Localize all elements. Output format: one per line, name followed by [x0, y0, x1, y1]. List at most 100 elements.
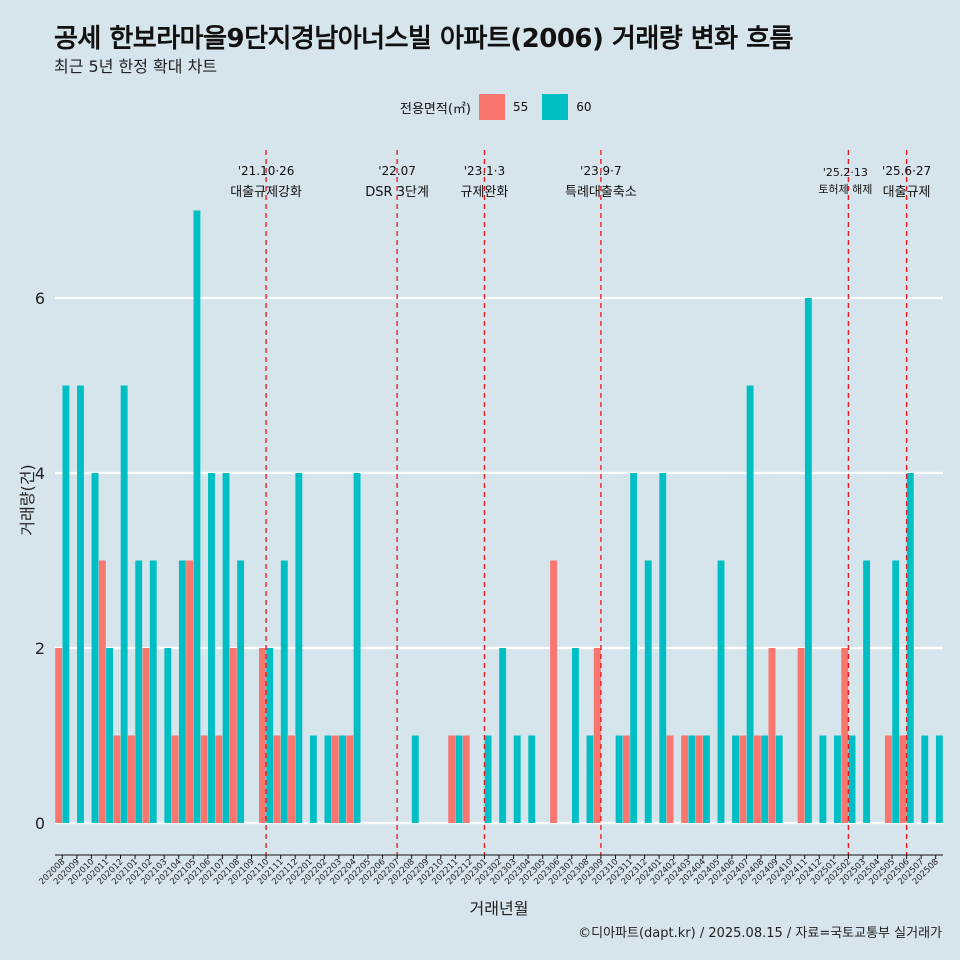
legend-title: 전용면적(㎡)	[400, 101, 471, 117]
bar-60-202108	[237, 560, 245, 823]
event-date-202506: '25.6·27	[882, 164, 931, 178]
bar-60-202302	[499, 648, 507, 823]
bar-55-202008	[55, 648, 63, 823]
bar-60-202412	[819, 735, 827, 823]
bars	[55, 210, 943, 823]
bar-60-202407	[746, 385, 754, 823]
bar-60-202101	[135, 560, 143, 823]
bar-55-202506	[899, 735, 907, 823]
bar-60-202211	[455, 735, 463, 823]
bar-55-202306	[550, 560, 558, 823]
legend-label-60: 60	[576, 100, 592, 114]
bar-55-202106	[200, 735, 208, 823]
legend-swatch-55	[478, 94, 505, 120]
bar-55-202105	[186, 560, 194, 823]
event-date-202110: '21.10·26	[238, 164, 295, 178]
bar-55-202408	[753, 735, 761, 823]
bar-60-202107	[222, 473, 230, 823]
bar-60-202301	[484, 735, 492, 823]
legend-swatch-60	[542, 94, 569, 120]
bar-60-202303	[513, 735, 521, 823]
bar-60-202401	[659, 473, 667, 823]
bar-60-202403	[688, 735, 696, 823]
event-lines	[265, 150, 908, 855]
bar-60-202502	[848, 735, 856, 823]
bar-60-202201	[309, 735, 317, 823]
bar-60-202304	[528, 735, 536, 823]
event-annotations: '21.10·26 대출규제강화 '22.07 DSR 3단계 '23.1·3 규제완화 '…	[230, 164, 931, 200]
bar-55-202402	[666, 735, 674, 823]
bar-60-202009	[77, 385, 84, 823]
legend: 전용면적(㎡) 55 60	[400, 93, 606, 121]
bar-60-202503	[863, 560, 871, 823]
bar-55-202502	[841, 648, 849, 823]
bar-55-202112	[288, 735, 295, 823]
bar-55-202404	[695, 735, 703, 823]
bar-60-202406	[732, 735, 739, 823]
bar-60-202404	[703, 735, 710, 823]
bar-55-202211	[448, 735, 456, 823]
chart-subtitle: 최근 5년 한정 확대 차트	[54, 57, 218, 76]
bar-60-202106	[208, 473, 215, 823]
bar-60-202104	[178, 560, 186, 823]
event-label-202301: 규제완화	[461, 185, 509, 200]
x-axis-title: 거래년월	[470, 899, 529, 918]
bar-60-202102	[149, 560, 157, 823]
bar-55-202203	[331, 735, 339, 823]
bar-55-202012	[113, 735, 121, 823]
bar-55-202411	[797, 648, 805, 823]
event-label-202502: 토허제 해제	[818, 182, 872, 196]
bar-60-202112	[295, 473, 303, 823]
bar-55-202108	[229, 648, 237, 823]
bar-60-202008	[62, 385, 70, 823]
bar-55-202403	[681, 735, 689, 823]
bar-60-202010	[91, 473, 99, 823]
bar-60-202505	[892, 560, 900, 823]
bar-55-202102	[142, 648, 150, 823]
event-date-202309: '23.9·7	[580, 164, 621, 178]
bar-55-202311	[622, 735, 630, 823]
bar-60-202501	[834, 735, 841, 823]
bar-55-202101	[127, 735, 135, 823]
bar-60-202203	[339, 735, 346, 823]
bar-55-202407	[739, 735, 747, 823]
event-date-202301: '23.1·3	[464, 164, 505, 178]
bar-55-202107	[215, 735, 223, 823]
bar-55-202110	[259, 648, 266, 823]
bar-55-202212	[462, 735, 470, 823]
y-tick-label: 6	[35, 289, 45, 308]
event-date-202502: '25.2·13	[823, 166, 868, 179]
bar-60-202208	[411, 735, 419, 823]
legend-label-55: 55	[512, 100, 529, 114]
bar-55-202309	[593, 648, 601, 823]
event-label-202207: DSR 3단계	[365, 185, 429, 200]
axes: 0246202008202009202010202011202012202101…	[18, 289, 943, 918]
bar-60-202310	[615, 735, 623, 823]
event-label-202506: 대출규제	[883, 185, 931, 200]
bar-55-202409	[768, 648, 776, 823]
bar-60-202506	[906, 473, 914, 823]
y-axis-title: 거래량(건)	[18, 464, 37, 535]
bar-55-202111	[273, 735, 281, 823]
bar-60-202103	[164, 648, 172, 823]
bar-60-202308	[586, 735, 594, 823]
bar-60-202204	[353, 473, 361, 823]
event-label-202309: 특례대출축소	[565, 185, 637, 200]
bar-60-202408	[761, 735, 769, 823]
bar-60-202202	[324, 735, 332, 823]
chart-title: 공세 한보라마을9단지경남아너스빌 아파트(2006) 거래량 변화 흐름	[54, 24, 793, 54]
bar-60-202011	[106, 648, 114, 823]
bar-60-202311	[630, 473, 638, 823]
y-tick-label: 2	[35, 639, 45, 658]
bar-60-202111	[280, 560, 288, 823]
bar-60-202508	[935, 735, 943, 823]
bar-60-202405	[717, 560, 725, 823]
bar-55-202011	[98, 560, 106, 823]
y-tick-label: 0	[35, 814, 45, 833]
bar-60-202409	[775, 735, 783, 823]
y-tick-label: 4	[35, 464, 45, 483]
source-caption: ©디아파트(dapt.kr) / 2025.08.15 / 자료=국토교통부 실…	[578, 926, 942, 941]
bar-55-202104	[171, 735, 179, 823]
bar-55-202505	[884, 735, 892, 823]
